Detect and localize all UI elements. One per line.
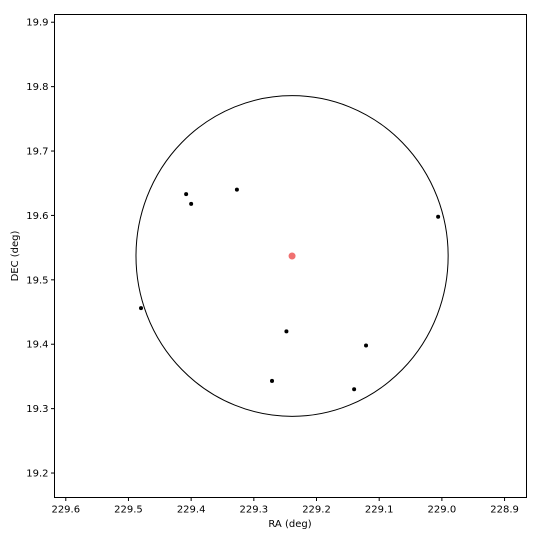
x-tick-label: 229.3 — [240, 505, 269, 516]
center-point — [288, 252, 296, 260]
x-tick-label: 229.0 — [428, 505, 457, 516]
data-point — [189, 201, 194, 206]
y-tick-label: 19.3 — [26, 404, 48, 415]
x-tick-label: 228.9 — [490, 505, 519, 516]
points-layer — [139, 187, 441, 392]
x-tick-label: 229.4 — [177, 505, 206, 516]
y-tick-label: 19.4 — [26, 340, 48, 351]
y-tick-label: 19.9 — [26, 18, 48, 29]
y-tick-label: 19.7 — [26, 147, 48, 158]
x-tick-label: 229.1 — [365, 505, 394, 516]
data-point — [352, 387, 357, 392]
y-tick-label: 19.5 — [26, 275, 48, 286]
y-tick-label: 19.8 — [26, 82, 48, 93]
y-axis-label: DEC (deg) — [10, 230, 21, 281]
data-point — [364, 343, 369, 348]
data-point — [139, 306, 144, 311]
data-point — [184, 192, 189, 197]
x-tick-label: 229.2 — [302, 505, 331, 516]
y-tick-label: 19.2 — [26, 469, 48, 480]
x-axis-label: RA (deg) — [268, 519, 311, 530]
search-radius-circle — [135, 95, 449, 417]
circle-layer — [135, 95, 449, 417]
x-tick-label: 229.5 — [114, 505, 143, 516]
y-axis-ticks: 19.2 19.3 19.4 19.5 19.6 19.7 19.8 19.9 — [26, 18, 55, 480]
data-point — [284, 329, 289, 334]
data-point — [234, 187, 239, 192]
y-tick-label: 19.6 — [26, 211, 48, 222]
data-point — [436, 214, 441, 219]
x-tick-label: 229.6 — [51, 505, 80, 516]
x-axis-ticks: 229.6 229.5 229.4 229.3 229.2 229.1 229.0 228.9 — [51, 497, 519, 516]
data-point — [270, 378, 275, 383]
